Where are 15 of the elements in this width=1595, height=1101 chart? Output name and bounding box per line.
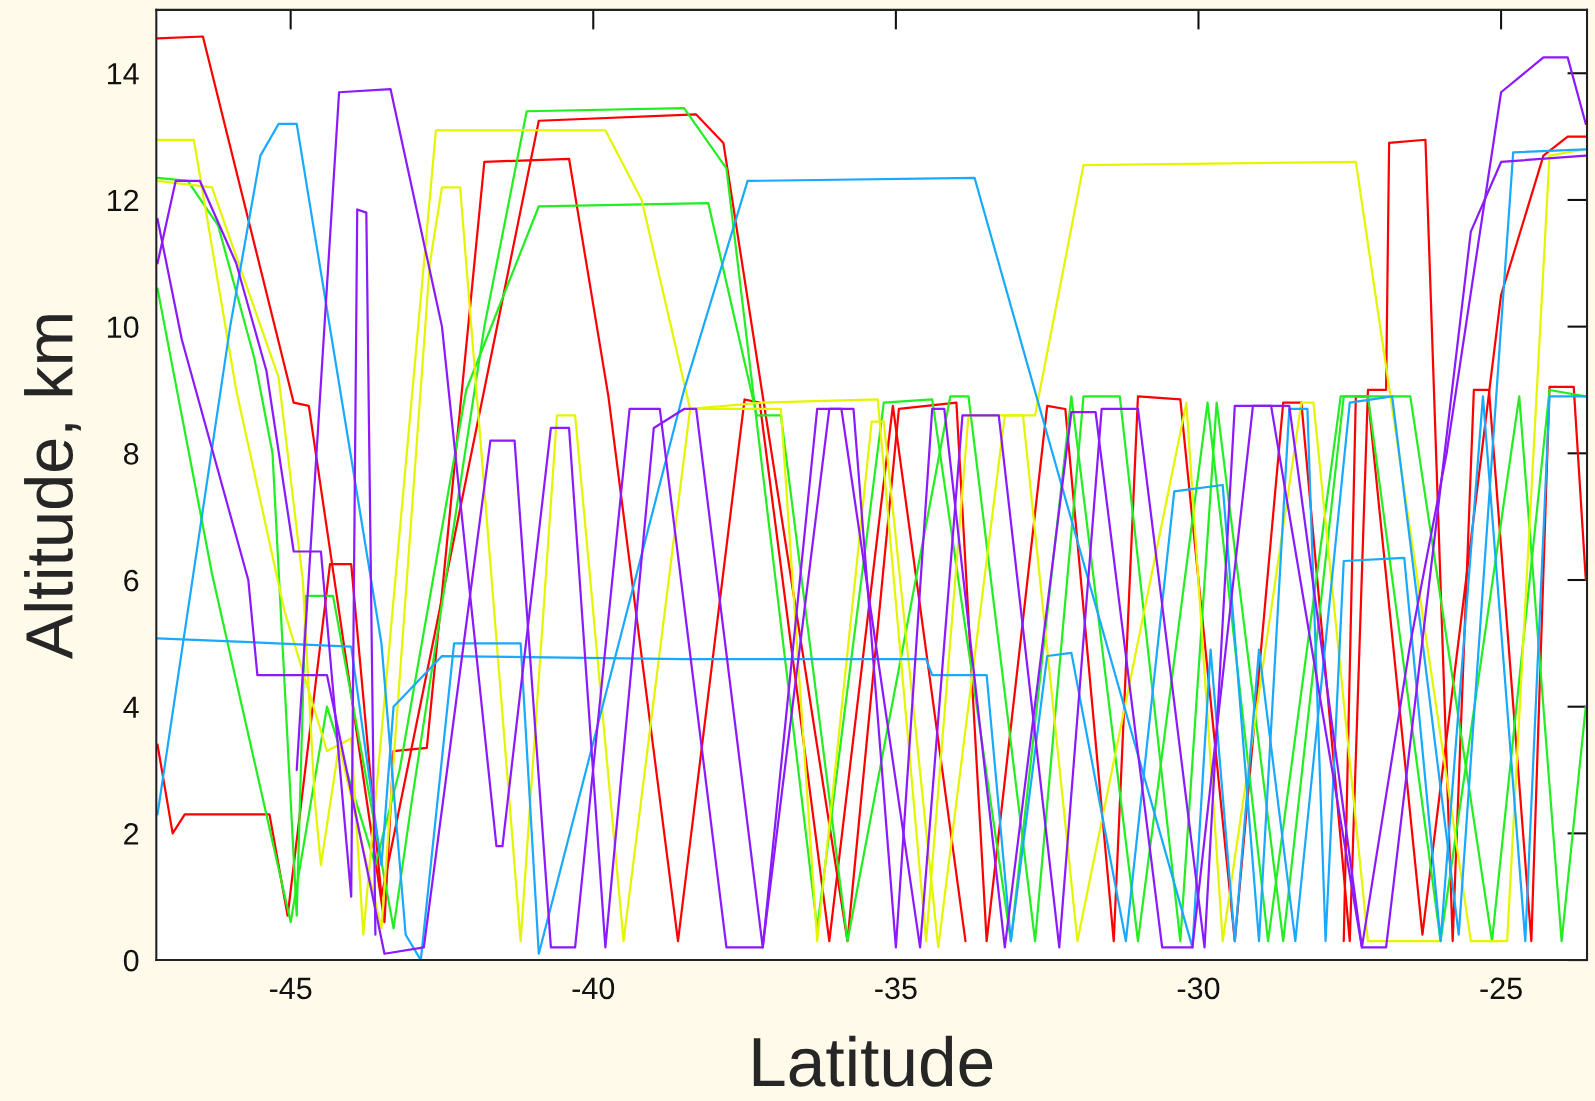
y-tick-label: 10	[107, 316, 139, 338]
x-tick-label: -25	[1480, 977, 1522, 1000]
y-tick-label: 6	[124, 569, 139, 592]
y-tick-label: 14	[107, 63, 139, 85]
y-tick-label: 12	[107, 189, 139, 212]
y-tick-label: 0	[123, 949, 139, 972]
x-tick-label: -45	[269, 977, 312, 1000]
x-tick-label: -40	[572, 977, 615, 1000]
y-tick-label: 4	[123, 696, 139, 718]
x-tick-label: -30	[1177, 977, 1220, 1000]
y-tick-label: 2	[124, 823, 139, 845]
x-tick-label: -35	[875, 977, 917, 1000]
y-axis-title: Altitude, km	[24, 315, 81, 659]
y-tick-label: 8	[123, 443, 139, 465]
x-axis-title: Latitude	[753, 1035, 993, 1087]
